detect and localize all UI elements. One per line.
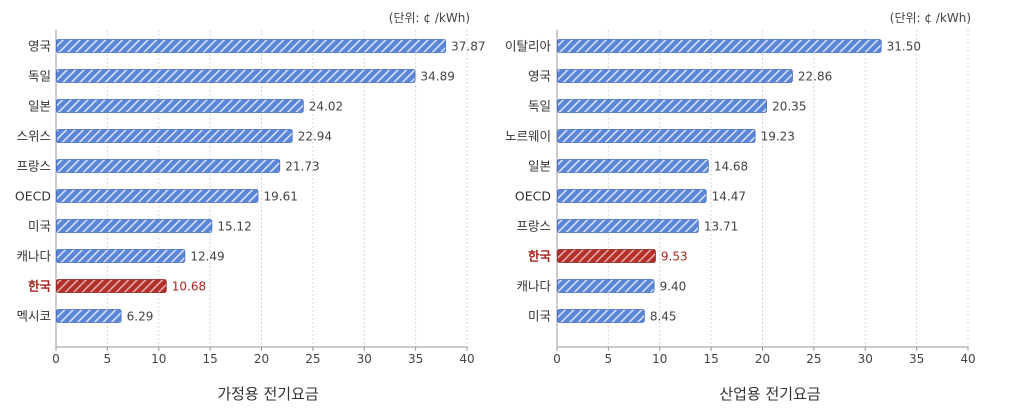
x-tick-label: 15 (703, 352, 718, 366)
x-tick-label: 15 (202, 352, 217, 366)
x-tick-label: 5 (104, 352, 112, 366)
bar (557, 189, 707, 203)
x-tick-label: 0 (52, 352, 60, 366)
bar (56, 159, 281, 173)
bar (557, 159, 709, 173)
data-label: 24.02 (309, 100, 343, 114)
x-tick-label: 20 (254, 352, 269, 366)
data-label: 22.94 (298, 130, 332, 144)
data-label: 19.61 (263, 190, 297, 204)
category-label: 일본 (528, 159, 551, 174)
category-label: 프랑스 (16, 159, 51, 174)
bar (56, 99, 304, 113)
data-label: 14.68 (714, 160, 748, 174)
household-chart: (단위: ¢ /kWh) 0 5 10 15 20 25 30 35 40 영국 37.87 독일 34.… (15, 11, 486, 403)
data-label: 10.68 (172, 280, 206, 294)
data-label: 13.71 (704, 220, 738, 234)
bar (557, 309, 645, 323)
x-tick-label: 20 (755, 352, 770, 366)
category-label: 독일 (528, 99, 551, 114)
category-label: 캐나다 (16, 249, 51, 264)
bar (56, 129, 293, 143)
data-label: 20.35 (772, 100, 806, 114)
bar (56, 69, 416, 83)
data-label: 9.53 (661, 250, 688, 264)
category-label: 이탈리아 (505, 39, 552, 54)
category-label: 스위스 (16, 129, 51, 144)
industrial-chart: (단위: ¢ /kWh) 0 5 10 15 20 25 30 35 40 이탈리아 31.50 영국 2… (505, 11, 976, 403)
bar (557, 129, 756, 143)
chart-title: 가정용 전기요금 (217, 385, 319, 403)
x-tick-label: 10 (652, 352, 667, 366)
x-tick-label: 35 (408, 352, 423, 366)
bar (56, 309, 122, 323)
category-label: 한국 (528, 249, 552, 264)
category-label: 미국 (28, 219, 51, 234)
x-tick-label: 5 (605, 352, 613, 366)
data-label: 21.73 (285, 160, 319, 174)
category-label: 미국 (528, 309, 551, 324)
data-label: 31.50 (887, 40, 921, 54)
x-tick-label: 25 (305, 352, 320, 366)
bar (557, 69, 793, 83)
bar (56, 39, 447, 53)
x-tick-label: 30 (357, 352, 372, 366)
x-tick-label: 40 (960, 352, 975, 366)
x-tick-label: 10 (151, 352, 166, 366)
category-label: 멕시코 (16, 309, 51, 324)
data-label: 22.86 (798, 70, 832, 84)
x-tick-label: 35 (909, 352, 924, 366)
data-label: 6.29 (127, 310, 154, 324)
x-tick-label: 40 (459, 352, 474, 366)
bar (557, 249, 656, 263)
category-label: 캐나다 (516, 279, 551, 294)
bar (56, 219, 213, 233)
category-label: OECD (515, 189, 551, 204)
data-label: 37.87 (451, 40, 485, 54)
data-label: 34.89 (420, 70, 454, 84)
x-tick-label: 25 (806, 352, 821, 366)
data-label: 19.23 (761, 130, 795, 144)
unit-label: (단위: ¢ /kWh) (890, 11, 971, 25)
bar (557, 99, 767, 113)
bar (557, 279, 655, 293)
category-label: 한국 (28, 279, 52, 294)
data-label: 8.45 (650, 310, 677, 324)
category-label: OECD (15, 189, 51, 204)
category-label: 영국 (528, 69, 551, 84)
bar (557, 219, 699, 233)
category-label: 프랑스 (516, 219, 551, 234)
category-label: 영국 (28, 39, 51, 54)
chart-title: 산업용 전기요금 (719, 385, 821, 403)
bar (56, 279, 167, 293)
x-tick-label: 30 (858, 352, 873, 366)
category-label: 독일 (28, 69, 51, 84)
data-label: 14.47 (712, 190, 746, 204)
data-label: 15.12 (217, 220, 251, 234)
category-label: 일본 (28, 99, 51, 114)
unit-label: (단위: ¢ /kWh) (389, 11, 470, 25)
data-label: 9.40 (660, 280, 687, 294)
bar (557, 39, 882, 53)
x-tick-label: 0 (553, 352, 561, 366)
bar (56, 249, 186, 263)
bar (56, 189, 259, 203)
category-label: 노르웨이 (505, 129, 551, 144)
data-label: 12.49 (190, 250, 224, 264)
